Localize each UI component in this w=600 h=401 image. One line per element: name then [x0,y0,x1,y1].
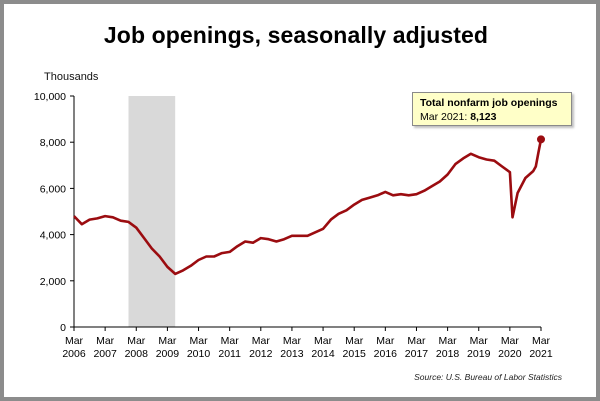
x-tick-label-month: Mar [189,335,208,347]
y-tick-label: 8,000 [40,137,66,149]
chart-title: Job openings, seasonally adjusted [103,22,489,48]
series-line [73,139,543,276]
x-tick-label-month: Mar [252,335,271,347]
annotation-label: Mar 2021: [420,111,468,123]
x-tick-label-year: 2010 [187,348,211,360]
recession-shading [128,96,176,327]
x-tick-label-year: 2018 [436,348,460,360]
x-tick-label-month: Mar [407,335,426,347]
x-tick-label-year: 2006 [62,348,86,360]
x-tick-label-year: 2014 [311,348,335,360]
x-tick-label-month: Mar [127,335,146,347]
x-tick-label-month: Mar [221,335,240,347]
x-tick-label-month: Mar [345,335,364,347]
x-tick-label-year: 2008 [125,348,149,360]
x-tick-label-year: 2016 [374,348,398,360]
x-tick-label-month: Mar [314,335,333,347]
series-group [73,135,545,276]
y-tick-label: 10,000 [34,91,66,103]
annotation-value: 8,123 [470,111,497,123]
source-note: Source: U.S. Bureau of Labor Statistics [414,372,562,382]
x-tick-label-year: 2017 [405,348,429,360]
x-tick-label-month: Mar [470,335,489,347]
x-tick-label-year: 2015 [343,348,367,360]
x-tick-label-month: Mar [65,335,84,347]
x-axis: Mar2006Mar2007Mar2008Mar2009Mar2010Mar20… [62,327,553,360]
y-axis: 0 2,000 4,000 6,000 8,000 10,000 [34,91,74,334]
x-tick-label-month: Mar [283,335,302,347]
x-tick-label-year: 2021 [529,348,553,360]
annotation-title: Total nonfarm job openings [420,97,558,109]
x-tick-label-month: Mar [376,335,395,347]
y-tick-label: 2,000 [40,276,66,288]
x-tick-label-month: Mar [439,335,458,347]
x-tick-label-month: Mar [501,335,520,347]
annotation-value-row: Mar 2021: 8,123 [420,110,571,124]
x-tick-label-year: 2009 [156,348,180,360]
latest-point-marker [537,135,545,144]
y-tick-label: 4,000 [40,230,66,242]
x-tick-label-year: 2012 [249,348,273,360]
x-tick-label-month: Mar [96,335,115,347]
y-axis-unit-label: Thousands [44,71,99,83]
x-tick-label-year: 2011 [218,348,241,360]
x-tick-label-year: 2019 [467,348,491,360]
y-tick-label: 0 [60,322,66,334]
x-tick-label-month: Mar [158,335,177,347]
y-tick-label: 6,000 [40,183,66,195]
annotation-box: Total nonfarm job openings Mar 2021: 8,1… [412,92,572,126]
x-tick-label-month: Mar [532,335,551,347]
x-tick-label-year: 2007 [93,348,117,360]
x-tick-label-year: 2020 [498,348,522,360]
x-tick-label-year: 2013 [280,348,304,360]
